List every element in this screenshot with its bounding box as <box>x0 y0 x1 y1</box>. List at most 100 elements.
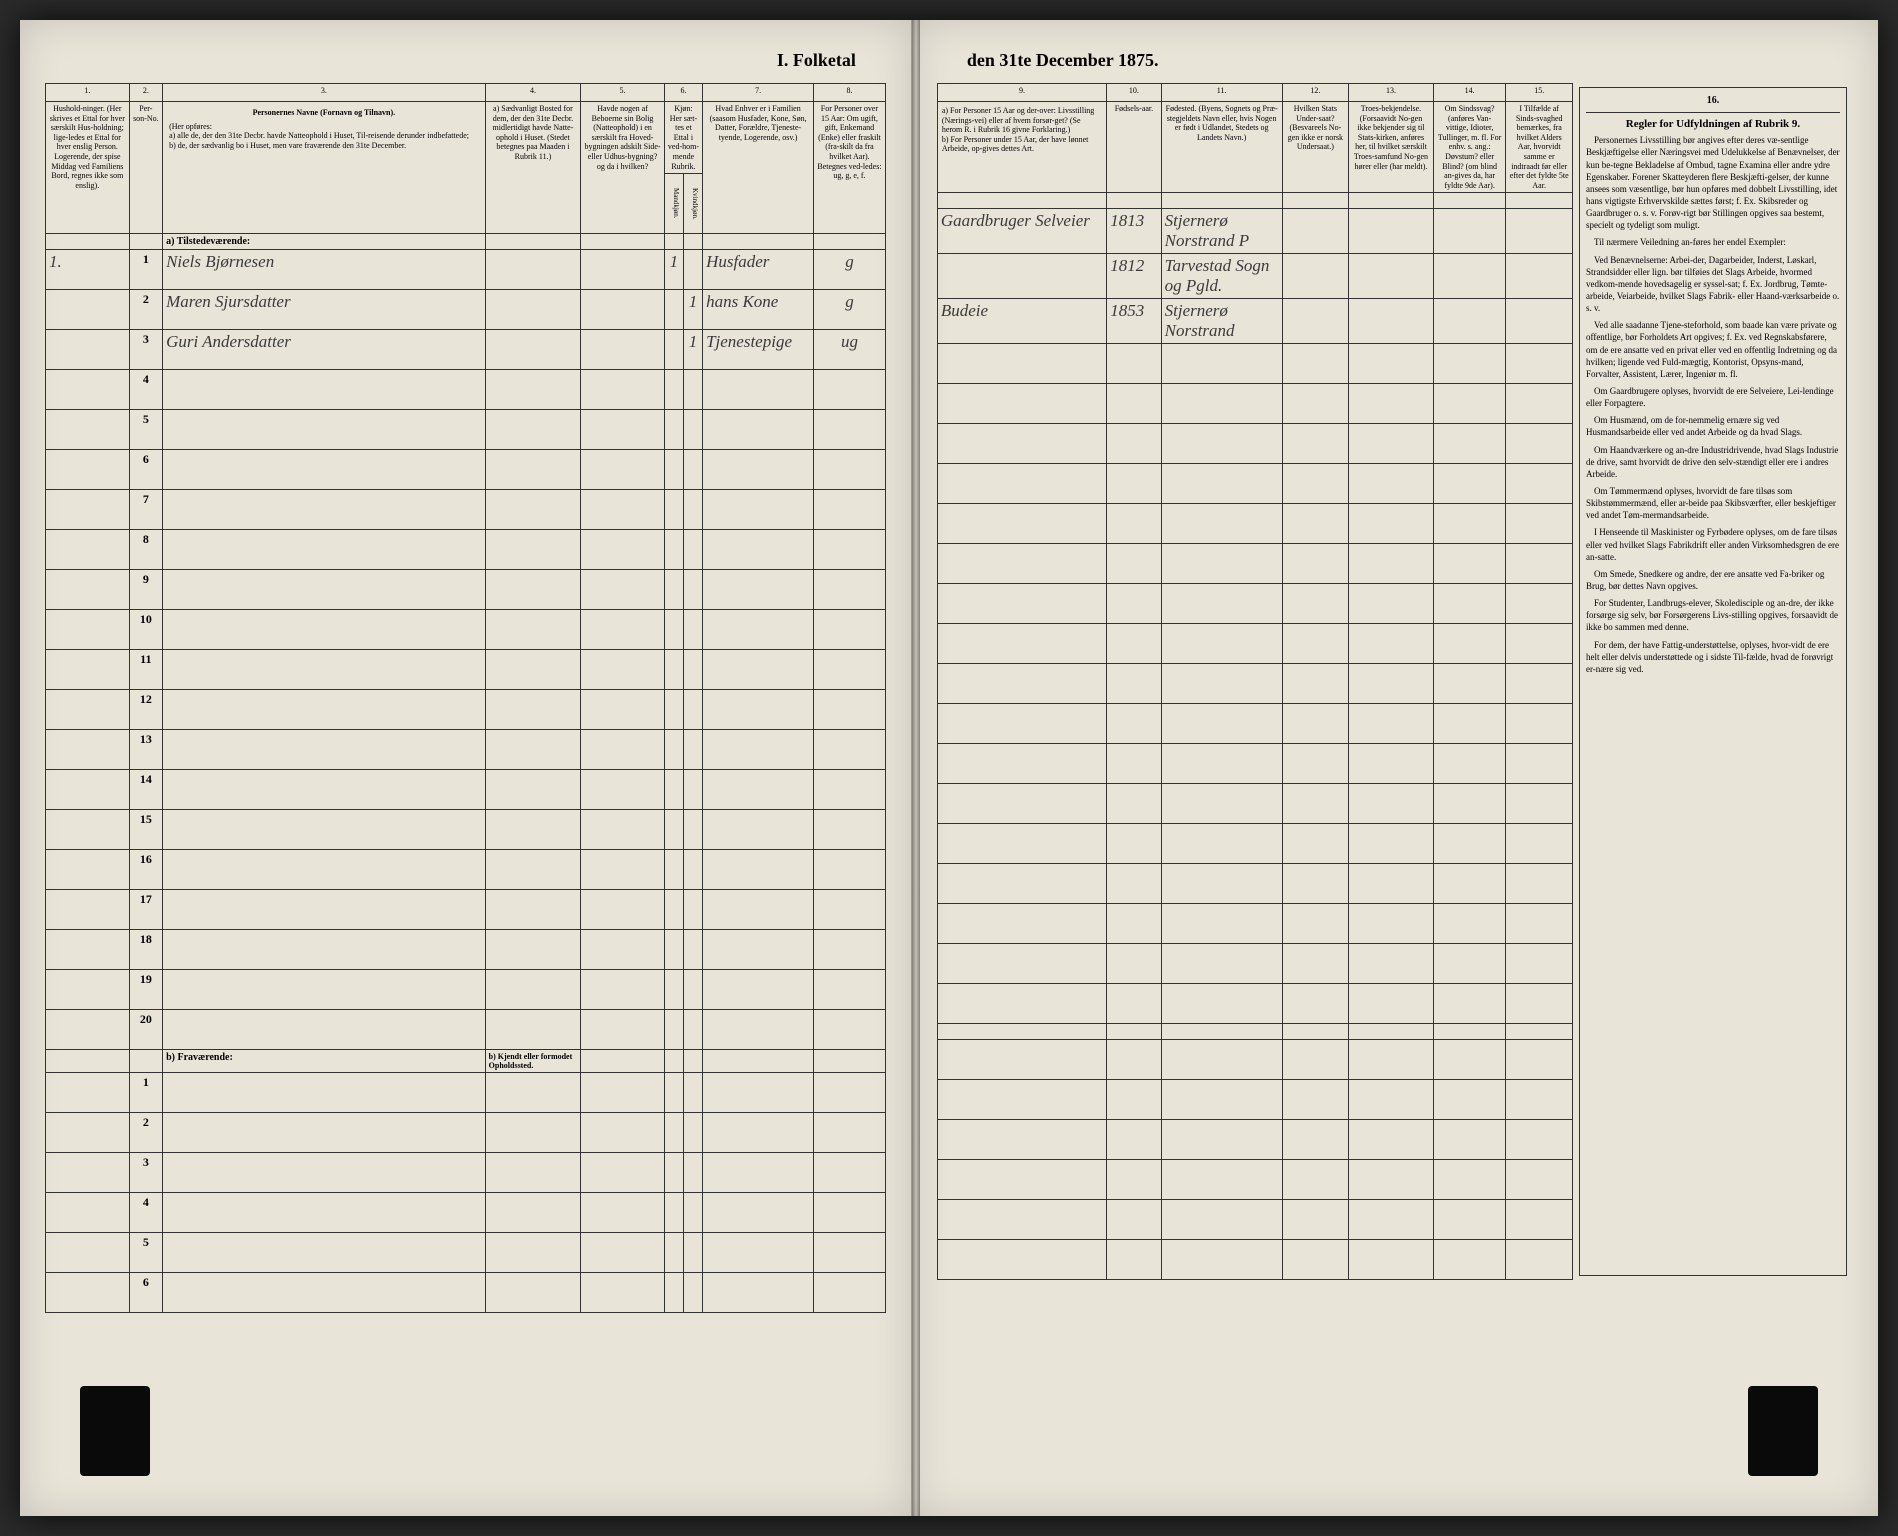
table-row <box>937 584 1572 624</box>
instruction-paragraph: Ved alle saadanne Tjene-steforhold, som … <box>1586 319 1840 380</box>
table-row <box>937 704 1572 744</box>
section-b: b) Fraværende: <box>163 1050 486 1073</box>
col-7: 7. <box>703 84 814 102</box>
table-row: 13 <box>46 730 886 770</box>
table-row: 2 Maren Sjursdatter 1 hans Kone g <box>46 290 886 330</box>
col-8: 8. <box>814 84 886 102</box>
census-table-left: 1. 2. 3. 4. 5. 6. 7. 8. Hushold-ninger. … <box>45 83 886 1313</box>
table-row: 1. 1 Niels Bjørnesen 1 Husfader g <box>46 250 886 290</box>
table-row <box>937 744 1572 784</box>
table-row <box>937 424 1572 464</box>
header-10: Fødsels-aar. <box>1107 102 1161 193</box>
table-row: 14 <box>46 770 886 810</box>
table-row <box>937 384 1572 424</box>
page-title-right: den 31te December 1875. <box>937 50 1853 71</box>
table-row <box>937 944 1572 984</box>
header-6: Kjøn: Her sæt-tes et Ettal i ved-hom-men… <box>664 102 702 174</box>
instruction-paragraph: Personernes Livsstilling bør angives eft… <box>1586 134 1840 231</box>
table-row <box>937 624 1572 664</box>
instructions-body: Personernes Livsstilling bør angives eft… <box>1586 134 1840 675</box>
header-5: Havde nogen af Beboerne sin Bolig (Natte… <box>581 102 665 234</box>
clip-left <box>80 1386 150 1476</box>
header-12: Hvilken Stats Under-saat? (Besvareels No… <box>1282 102 1349 193</box>
col-9: 9. <box>937 84 1106 102</box>
col-13: 13. <box>1349 84 1434 102</box>
col-14: 14. <box>1433 84 1506 102</box>
table-row: 17 <box>46 890 886 930</box>
col-16: 16. <box>1586 94 1840 108</box>
table-row <box>937 1040 1572 1080</box>
instruction-paragraph: I Henseende til Maskinister og Fyrbødere… <box>1586 526 1840 562</box>
page-title-left: I. Folketal <box>45 50 886 71</box>
header-4: a) Sædvanligt Bosted for dem, der den 31… <box>485 102 581 234</box>
left-page: I. Folketal 1. 2. 3. 4. 5. 6. 7. 8. Hush… <box>20 20 912 1516</box>
header-13: Troes-bekjendelse. (Forsaavidt No-gen ik… <box>1349 102 1434 193</box>
col-15: 15. <box>1506 84 1573 102</box>
table-row: 5 <box>46 1233 886 1273</box>
instruction-paragraph: Om Haandværkere og an-dre Industridriven… <box>1586 444 1840 480</box>
instruction-paragraph: Om Smede, Snedkere og andre, der ere ans… <box>1586 568 1840 592</box>
table-row <box>937 864 1572 904</box>
col-11: 11. <box>1161 84 1282 102</box>
table-row <box>937 984 1572 1024</box>
table-row: Budeie 1853 Stjernerø Norstrand <box>937 299 1572 344</box>
table-row <box>937 504 1572 544</box>
table-row: 2 <box>46 1113 886 1153</box>
table-row: 12 <box>46 690 886 730</box>
header-6m: Mandkjøn. <box>664 174 683 234</box>
header-6k: Kvindkjøn. <box>683 174 702 234</box>
table-row: 9 <box>46 570 886 610</box>
clip-right <box>1748 1386 1818 1476</box>
table-row: 7 <box>46 490 886 530</box>
table-row <box>937 784 1572 824</box>
col-2: 2. <box>129 84 162 102</box>
instruction-paragraph: For Studenter, Landbrugs-elever, Skoledi… <box>1586 597 1840 633</box>
table-row <box>937 664 1572 704</box>
census-book: I. Folketal 1. 2. 3. 4. 5. 6. 7. 8. Hush… <box>20 20 1878 1516</box>
instruction-paragraph: Om Husmænd, om de for-nemmelig ernære si… <box>1586 414 1840 438</box>
table-row: 10 <box>46 610 886 650</box>
person-name: Niels Bjørnesen <box>163 250 486 290</box>
header-1: Hushold-ninger. (Her skrives et Ettal fo… <box>46 102 130 234</box>
col-12: 12. <box>1282 84 1349 102</box>
table-row: 1812 Tarvestad Sogn og Pgld. <box>937 254 1572 299</box>
table-row: 11 <box>46 650 886 690</box>
table-row: 16 <box>46 850 886 890</box>
col-6: 6. <box>664 84 702 102</box>
table-row: 3 Guri Andersdatter 1 Tjenestepige ug <box>46 330 886 370</box>
instructions-title: Regler for Udfyldningen af Rubrik 9. <box>1586 117 1840 132</box>
col-1: 1. <box>46 84 130 102</box>
census-table-right: 9. 10. 11. 12. 13. 14. 15. a) For Person… <box>937 83 1573 1280</box>
table-row: 15 <box>46 810 886 850</box>
header-7: Hvad Enhver er i Familien (saasom Husfad… <box>703 102 814 234</box>
table-row: 6 <box>46 1273 886 1313</box>
table-row <box>937 904 1572 944</box>
header-2: Per-son-No. <box>129 102 162 234</box>
book-spine <box>912 20 920 1516</box>
table-row <box>937 344 1572 384</box>
col-4: 4. <box>485 84 581 102</box>
table-row: 5 <box>46 410 886 450</box>
header-11: Fødested. (Byens, Sognets og Præ-stegjel… <box>1161 102 1282 193</box>
table-row <box>937 464 1572 504</box>
table-row: 20 <box>46 1010 886 1050</box>
table-row: 4 <box>46 1193 886 1233</box>
instructions-panel: 16. Regler for Udfyldningen af Rubrik 9.… <box>1573 83 1853 1280</box>
table-row: 18 <box>46 930 886 970</box>
table-row: 4 <box>46 370 886 410</box>
instruction-paragraph: Ved Benævnelserne: Arbei-der, Dagarbeide… <box>1586 254 1840 315</box>
table-row <box>937 1200 1572 1240</box>
person-name: Maren Sjursdatter <box>163 290 486 330</box>
table-row: 3 <box>46 1153 886 1193</box>
person-name: Guri Andersdatter <box>163 330 486 370</box>
header-14: Om Sindssvag? (anføres Van-vittige, Idio… <box>1433 102 1506 193</box>
table-row <box>937 824 1572 864</box>
table-row <box>937 544 1572 584</box>
table-row: 19 <box>46 970 886 1010</box>
instruction-paragraph: Om Gaardbrugere oplyses, hvorvidt de ere… <box>1586 385 1840 409</box>
instruction-paragraph: Til nærmere Veiledning an-føres her ende… <box>1586 236 1840 248</box>
table-row: 1 <box>46 1073 886 1113</box>
table-row <box>937 1080 1572 1120</box>
instruction-paragraph: For dem, der have Fattig-understøttelse,… <box>1586 639 1840 675</box>
table-row <box>937 1240 1572 1280</box>
